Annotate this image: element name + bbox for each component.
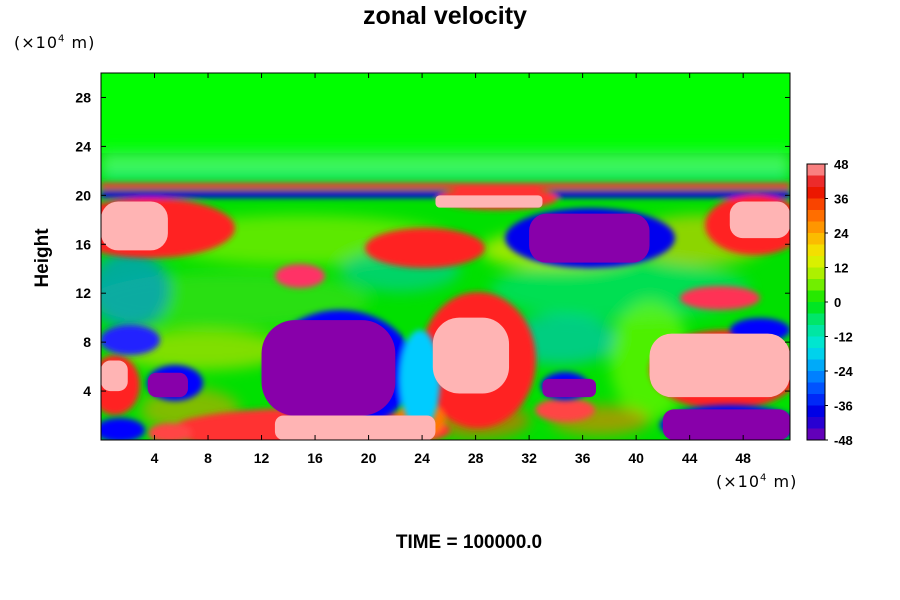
x-tick-label: 24 <box>414 450 430 466</box>
x-tick-label: 32 <box>521 450 537 466</box>
chart-title: zonal velocity <box>363 2 527 30</box>
x-tick-label: 16 <box>307 450 323 466</box>
extreme-region <box>101 201 168 251</box>
heatmap-field <box>101 73 790 440</box>
colorbar-swatch <box>807 233 825 245</box>
colorbar-swatch <box>807 336 825 349</box>
colorbar-label: -36 <box>834 399 853 414</box>
colorbar-label: 12 <box>834 261 848 276</box>
extreme-region <box>529 213 650 263</box>
x-axis-unit: (×104 m) <box>716 472 798 491</box>
colorbar-swatch <box>807 313 825 326</box>
y-tick-label: 20 <box>75 187 91 203</box>
colorbar-swatch <box>807 187 825 199</box>
y-tick-label: 16 <box>75 236 91 252</box>
colorbar-swatch <box>807 175 825 188</box>
y-tick-label: 28 <box>75 89 91 105</box>
colorbar-swatch <box>807 279 825 291</box>
colorbar-swatch <box>807 290 825 303</box>
extreme-region <box>662 409 790 440</box>
colorbar-swatch <box>807 210 825 222</box>
colorbar-swatch <box>807 348 825 360</box>
time-label: TIME = 100000.0 <box>395 532 543 553</box>
x-tick-label: 40 <box>628 450 644 466</box>
extreme-region <box>101 360 128 392</box>
plot-frame <box>100 72 791 441</box>
colorbar-swatch <box>807 198 825 211</box>
extreme-region <box>147 372 188 398</box>
extreme-region <box>729 201 790 239</box>
x-tick-label: 36 <box>575 450 591 466</box>
y-tick-label: 24 <box>75 138 91 154</box>
colorbar-swatch <box>807 325 825 337</box>
colorbar-label: 0 <box>834 295 841 310</box>
x-tick-label: 44 <box>682 450 698 466</box>
colorbar: 48 36 24 12 0 -12 -24 -36 -48 <box>806 157 854 448</box>
x-tick-label: 8 <box>204 450 212 466</box>
colorbar-swatch <box>807 417 825 429</box>
y-tick-label: 12 <box>75 285 91 301</box>
colorbar-label: 48 <box>834 157 848 172</box>
colorbar-swatch <box>807 221 825 234</box>
colorbar-swatch <box>807 428 825 441</box>
extreme-region <box>261 320 396 416</box>
colorbar-swatch <box>807 302 825 314</box>
colorbar-swatch <box>807 405 825 418</box>
colorbar-label: -12 <box>834 330 853 345</box>
x-tick-label: 4 <box>151 450 159 466</box>
colorbar-swatch <box>807 394 825 406</box>
extreme-region <box>274 415 436 440</box>
extreme-region <box>432 317 510 394</box>
colorbar-label: 36 <box>834 192 848 207</box>
extreme-region <box>542 378 597 398</box>
colorbar-label: 24 <box>834 226 849 241</box>
x-tick-label: 12 <box>254 450 270 466</box>
colorbar-swatch <box>807 267 825 280</box>
colorbar-swatch <box>807 371 825 383</box>
x-tick-label: 48 <box>735 450 751 466</box>
extreme-region <box>435 195 543 208</box>
y-tick-label: 8 <box>83 334 91 350</box>
colorbar-label: -48 <box>834 433 853 448</box>
extreme-regions <box>101 195 790 440</box>
x-tick-label: 20 <box>361 450 377 466</box>
y-tick-label: 4 <box>83 383 91 399</box>
extreme-region <box>649 333 790 398</box>
colorbar-swatch <box>807 256 825 268</box>
colorbar-swatch <box>807 359 825 372</box>
x-tick-label: 28 <box>468 450 484 466</box>
colorbar-label: -24 <box>834 364 854 379</box>
y-axis-unit: (×104 m) <box>14 33 96 52</box>
colorbar-swatch <box>807 382 825 395</box>
colorbar-swatch <box>807 244 825 257</box>
colorbar-swatch <box>807 164 825 176</box>
